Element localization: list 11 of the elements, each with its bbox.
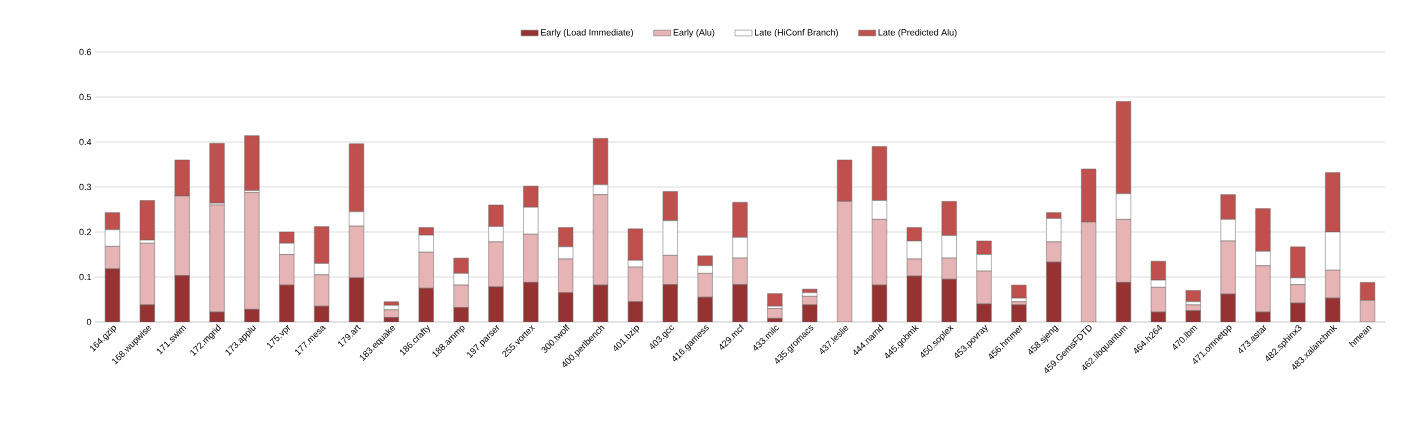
legend-label: Early (Load Immediate) <box>541 29 633 38</box>
y-tick-label: 0.4 <box>79 138 92 146</box>
y-tick-label: 0.2 <box>79 228 92 236</box>
legend-label: Late (Predicted Alu) <box>878 29 957 38</box>
y-tick-label: 0 <box>86 318 92 326</box>
y-tick-label: 0.1 <box>79 273 92 281</box>
y-tick-label: 0.3 <box>79 183 92 191</box>
y-tick-label: 0.5 <box>79 93 92 101</box>
y-tick-label: 0.6 <box>79 48 92 56</box>
legend-label: Late (HiConf Branch) <box>754 29 838 38</box>
legend-label: Early (Alu) <box>673 29 715 38</box>
